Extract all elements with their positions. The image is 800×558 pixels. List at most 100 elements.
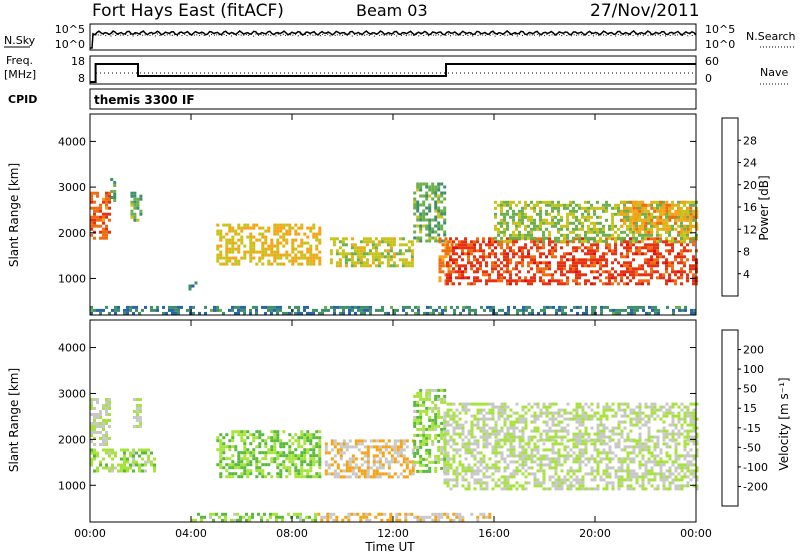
data-cell xyxy=(267,463,270,466)
data-cell xyxy=(405,261,408,264)
data-cell xyxy=(349,439,352,442)
data-cell xyxy=(447,403,450,406)
data-cell xyxy=(573,451,576,454)
data-cell xyxy=(315,430,318,433)
data-cell xyxy=(678,306,681,309)
data-cell xyxy=(357,252,360,255)
data-cell xyxy=(219,475,222,478)
data-cell xyxy=(422,516,425,519)
data-cell xyxy=(540,412,543,415)
data-cell xyxy=(656,270,659,273)
data-cell xyxy=(650,222,653,225)
data-cell xyxy=(635,282,638,285)
data-cell xyxy=(446,261,449,264)
data-cell xyxy=(510,484,513,487)
data-cell xyxy=(306,448,309,451)
data-cell xyxy=(507,466,510,469)
data-cell xyxy=(656,276,659,279)
data-cell xyxy=(434,189,437,192)
data-cell xyxy=(368,513,371,516)
data-cell xyxy=(219,445,222,448)
data-cell xyxy=(609,475,612,478)
data-cell xyxy=(611,276,614,279)
data-cell xyxy=(194,519,197,522)
data-cell xyxy=(453,484,456,487)
data-cell xyxy=(363,246,366,249)
data-cell xyxy=(325,448,328,451)
data-cell xyxy=(340,442,343,445)
data-cell xyxy=(657,487,660,490)
data-cell xyxy=(389,513,392,516)
data-cell xyxy=(343,475,346,478)
data-cell xyxy=(584,252,587,255)
data-cell xyxy=(255,430,258,433)
data-cell xyxy=(503,276,506,279)
data-cell xyxy=(672,421,675,424)
data-cell xyxy=(318,442,321,445)
data-cell xyxy=(240,457,243,460)
data-cell xyxy=(509,216,512,219)
data-cell xyxy=(367,469,370,472)
data-cell xyxy=(579,469,582,472)
data-cell xyxy=(459,312,462,315)
data-cell xyxy=(504,412,507,415)
data-cell xyxy=(488,240,491,243)
data-cell xyxy=(558,478,561,481)
noise-search-line xyxy=(93,34,696,36)
data-cell xyxy=(364,460,367,463)
data-cell xyxy=(540,439,543,442)
data-cell xyxy=(597,439,600,442)
data-cell xyxy=(581,222,584,225)
data-cell xyxy=(617,228,620,231)
data-cell xyxy=(474,469,477,472)
data-cell xyxy=(605,243,608,246)
data-cell xyxy=(471,451,474,454)
data-cell xyxy=(318,448,321,451)
data-cell xyxy=(358,448,361,451)
data-cell xyxy=(545,228,548,231)
data-cell xyxy=(93,309,96,312)
data-cell xyxy=(588,406,591,409)
data-cell xyxy=(539,222,542,225)
data-cell xyxy=(434,404,437,407)
data-cell xyxy=(663,481,666,484)
data-cell xyxy=(506,261,509,264)
data-cell xyxy=(483,409,486,412)
data-cell xyxy=(406,460,409,463)
data-cell xyxy=(237,263,240,266)
data-cell xyxy=(588,415,591,418)
data-cell xyxy=(102,407,105,410)
data-cell xyxy=(500,222,503,225)
data-cell xyxy=(648,306,651,309)
data-cell xyxy=(492,445,495,448)
data-cell xyxy=(444,463,447,466)
data-cell xyxy=(626,228,629,231)
data-cell xyxy=(225,457,228,460)
data-cell xyxy=(258,239,261,242)
data-cell xyxy=(306,463,309,466)
data-cell xyxy=(540,454,543,457)
data-cell xyxy=(243,430,246,433)
data-cell xyxy=(693,472,696,475)
data-cell xyxy=(510,472,513,475)
data-cell xyxy=(419,446,422,449)
data-cell xyxy=(494,225,497,228)
data-cell xyxy=(647,249,650,252)
data-cell xyxy=(126,449,129,452)
data-cell xyxy=(513,454,516,457)
data-cell xyxy=(382,472,385,475)
data-cell xyxy=(522,457,525,460)
data-cell xyxy=(593,261,596,264)
data-cell xyxy=(626,255,629,258)
data-cell xyxy=(596,276,599,279)
data-cell xyxy=(678,442,681,445)
data-cell xyxy=(480,457,483,460)
data-cell xyxy=(546,415,549,418)
data-cell xyxy=(180,306,183,309)
data-cell xyxy=(258,227,261,230)
data-cell xyxy=(485,243,488,246)
data-cell xyxy=(376,469,379,472)
data-cell xyxy=(560,258,563,261)
data-cell xyxy=(678,457,681,460)
